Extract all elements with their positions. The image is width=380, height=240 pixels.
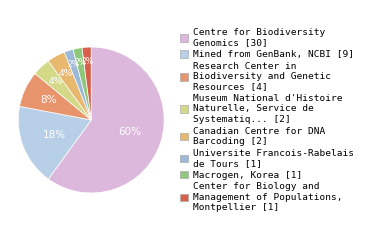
Text: 60%: 60%	[118, 127, 141, 138]
Wedge shape	[35, 61, 91, 120]
Wedge shape	[19, 73, 91, 120]
Wedge shape	[48, 52, 91, 120]
Wedge shape	[82, 47, 91, 120]
Text: 8%: 8%	[40, 95, 57, 105]
Text: 2%: 2%	[82, 57, 93, 66]
Text: 2%: 2%	[67, 60, 79, 69]
Wedge shape	[48, 47, 164, 193]
Wedge shape	[18, 106, 91, 179]
Text: 2%: 2%	[74, 58, 86, 67]
Wedge shape	[73, 48, 91, 120]
Legend: Centre for Biodiversity
Genomics [30], Mined from GenBank, NCBI [9], Research Ce: Centre for Biodiversity Genomics [30], M…	[179, 28, 354, 212]
Text: 18%: 18%	[42, 130, 65, 140]
Wedge shape	[64, 49, 91, 120]
Text: 4%: 4%	[48, 77, 62, 86]
Text: 4%: 4%	[59, 69, 73, 78]
